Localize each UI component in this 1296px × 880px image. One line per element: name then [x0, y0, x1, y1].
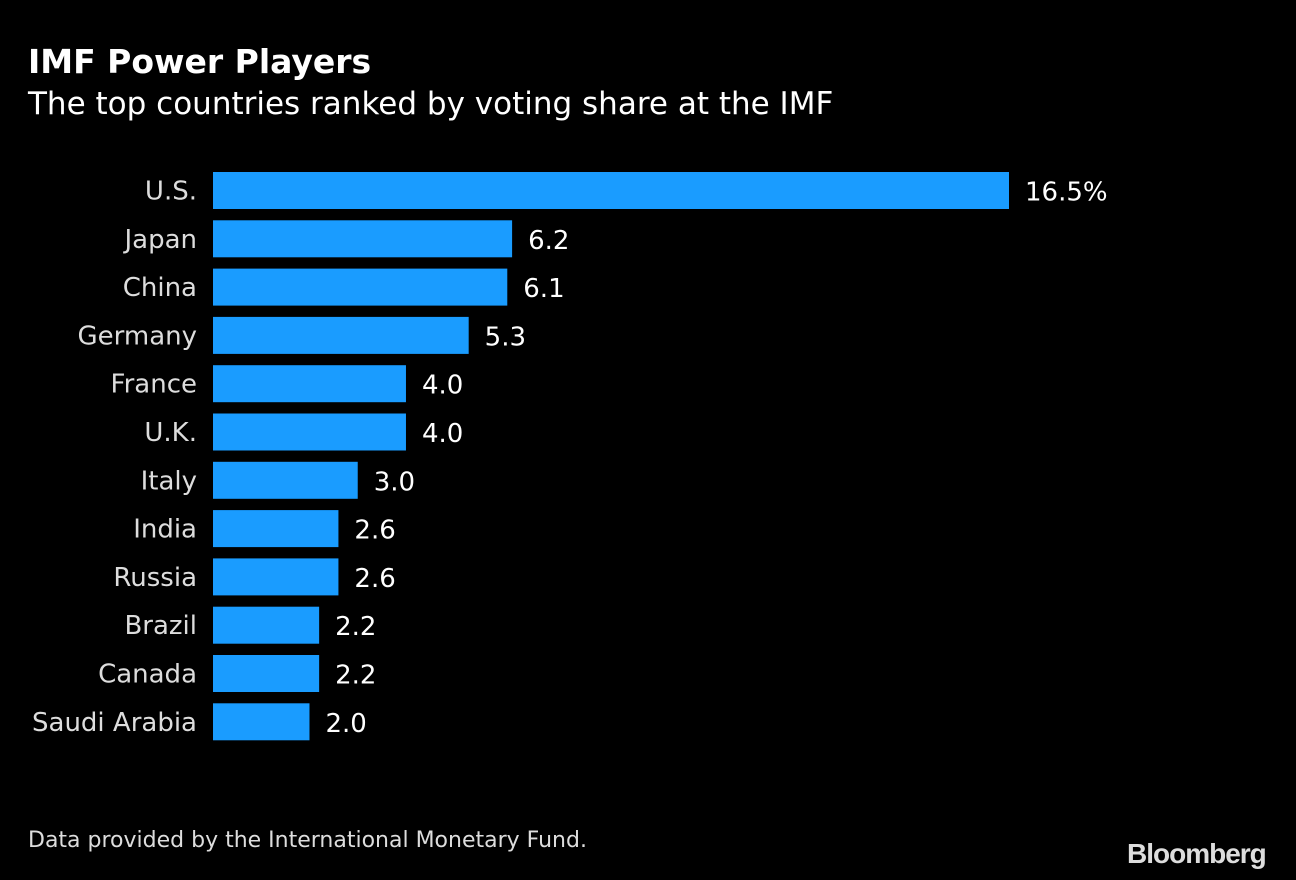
bar-u-s- — [213, 172, 1009, 209]
category-label: France — [111, 370, 197, 400]
bar-germany — [213, 316, 469, 354]
data-label: 4.0 — [422, 371, 463, 401]
data-label: 3.0 — [374, 467, 415, 497]
bar-u-k- — [213, 413, 406, 451]
data-label: 6.2 — [528, 226, 569, 256]
data-label: 4.0 — [422, 419, 463, 449]
chart-subtitle: The top countries ranked by voting share… — [28, 86, 834, 122]
data-label: 2.6 — [354, 516, 395, 546]
category-label: U.K. — [144, 418, 197, 448]
bar-japan — [213, 220, 513, 258]
bar-saudi-arabia — [213, 703, 310, 741]
data-label: 5.3 — [485, 322, 526, 352]
data-label: 2.0 — [325, 709, 366, 739]
bloomberg-logo: Bloomberg — [1127, 838, 1267, 869]
bar-china — [213, 268, 508, 306]
category-label: Russia — [113, 563, 197, 593]
source-note: Data provided by the International Monet… — [28, 828, 587, 853]
bar-italy — [213, 461, 358, 499]
category-label: China — [123, 273, 197, 303]
bar-brazil — [213, 606, 320, 644]
category-label: Japan — [122, 225, 197, 255]
category-label: U.S. — [145, 177, 197, 207]
data-label: 2.2 — [335, 612, 376, 642]
category-label: Saudi Arabia — [32, 708, 197, 738]
category-label: Italy — [141, 466, 197, 496]
category-label: India — [133, 515, 197, 545]
category-label: Canada — [98, 660, 197, 690]
data-label: 6.1 — [523, 274, 564, 304]
bar-russia — [213, 558, 339, 596]
bar-canada — [213, 655, 320, 692]
category-label: Brazil — [124, 611, 197, 641]
data-label: 2.2 — [335, 661, 376, 691]
data-label: 16.5% — [1025, 178, 1108, 208]
data-label: 2.6 — [354, 564, 395, 594]
bar-india — [213, 510, 339, 548]
bar-france — [213, 365, 406, 403]
category-label: Germany — [77, 321, 197, 351]
chart-title: IMF Power Players — [28, 42, 372, 81]
